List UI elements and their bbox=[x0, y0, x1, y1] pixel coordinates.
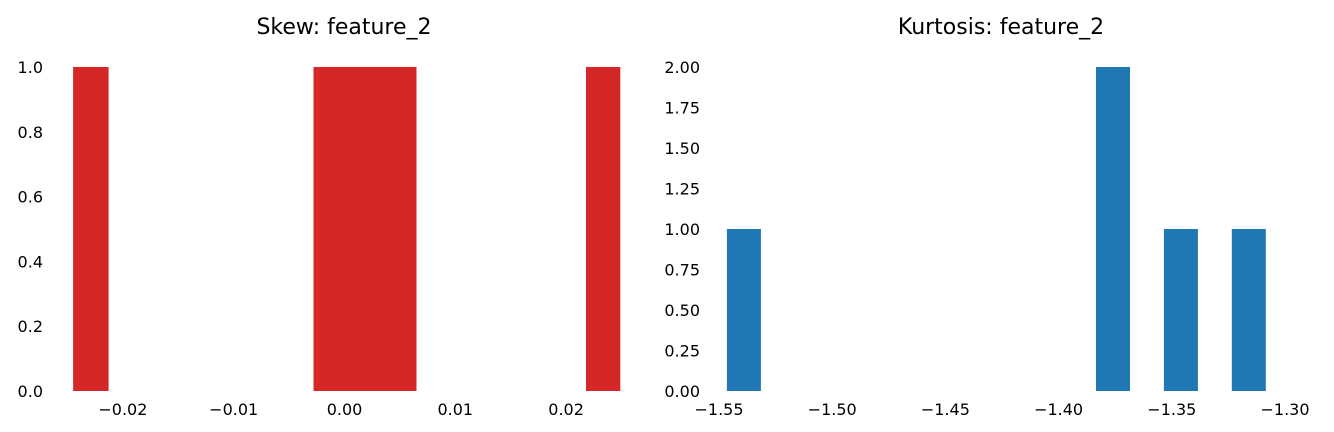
y-tick-label: 0.00 bbox=[664, 382, 700, 401]
chart-title: Skew: feature_2 bbox=[256, 15, 431, 40]
skew-chart: Skew: feature_2 −0.02 −0.01 0.00 0.01 0.02 0.… bbox=[18, 15, 621, 419]
y-tick-label: 1.25 bbox=[664, 180, 700, 199]
bar-0 bbox=[726, 229, 761, 391]
bar-3 bbox=[1231, 229, 1266, 391]
x-tick-label: −0.01 bbox=[209, 400, 258, 419]
y-tick-label: 1.75 bbox=[664, 99, 700, 118]
x-tick-label: −1.50 bbox=[808, 400, 857, 419]
y-tick-label: 0.8 bbox=[18, 123, 43, 142]
y-tick-label: 0.2 bbox=[18, 317, 43, 336]
bar-2 bbox=[1163, 229, 1198, 391]
x-tick-label: −0.02 bbox=[98, 400, 147, 419]
y-tick-label: 0.6 bbox=[18, 188, 43, 207]
x-tick-label: 0.02 bbox=[548, 400, 584, 419]
bar-2 bbox=[586, 67, 621, 391]
x-tick-label: 0.00 bbox=[327, 400, 363, 419]
y-tick-label: 0.0 bbox=[18, 382, 43, 401]
y-tick-label: 0.4 bbox=[18, 252, 43, 271]
x-tick-label: −1.30 bbox=[1260, 400, 1309, 419]
bar-0 bbox=[73, 67, 109, 391]
bar-1 bbox=[1096, 67, 1130, 391]
x-tick-label: −1.55 bbox=[694, 400, 743, 419]
y-tick-label: 2.00 bbox=[664, 58, 700, 77]
y-tick-label: 0.25 bbox=[664, 342, 700, 361]
y-tick-label: 0.75 bbox=[664, 261, 700, 280]
x-tick-label: −1.45 bbox=[921, 400, 970, 419]
kurtosis-chart: Kurtosis: feature_2 −1.55 −1.50 −1.45 −1.40… bbox=[664, 15, 1309, 419]
y-tick-label: 1.00 bbox=[664, 220, 700, 239]
chart-title: Kurtosis: feature_2 bbox=[898, 15, 1104, 40]
y-tick-label: 0.50 bbox=[664, 301, 700, 320]
x-tick-label: −1.40 bbox=[1034, 400, 1083, 419]
bar-1 bbox=[313, 67, 417, 391]
y-tick-label: 1.0 bbox=[18, 58, 43, 77]
y-tick-label: 1.50 bbox=[664, 139, 700, 158]
x-tick-label: 0.01 bbox=[437, 400, 473, 419]
x-tick-label: −1.35 bbox=[1147, 400, 1196, 419]
